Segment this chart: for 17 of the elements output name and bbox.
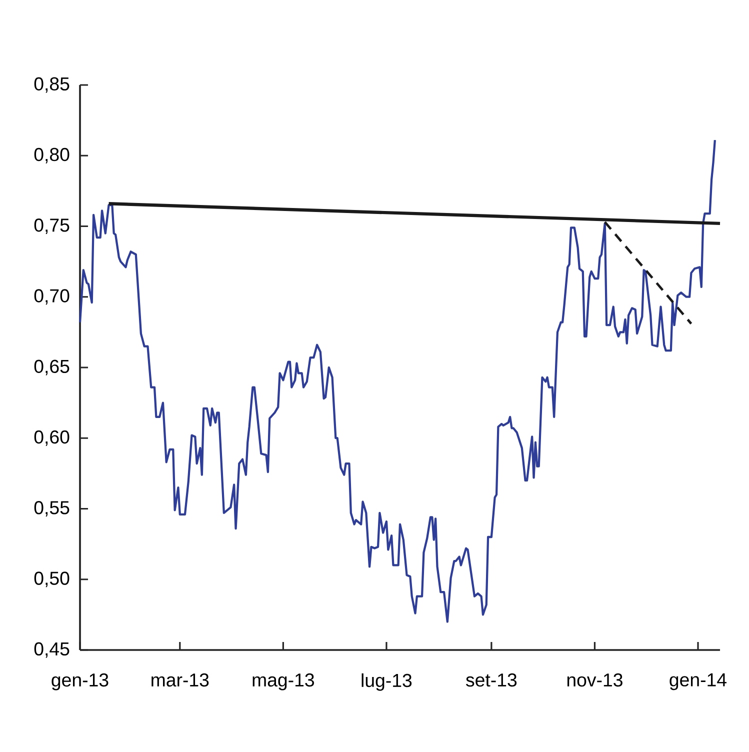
y-tick-label: 0,55	[34, 501, 70, 516]
x-tick-label: nov-13	[567, 673, 622, 687]
y-tick-label: 0,85	[34, 77, 70, 93]
y-tick-label: 0,75	[34, 218, 70, 234]
line-series	[78, 139, 716, 623]
y-tick-label: 0,65	[34, 360, 70, 376]
x-tick-label: set-13	[466, 673, 517, 687]
x-tick-label: mag-13	[252, 673, 314, 690]
y-tick-label: 0,50	[34, 572, 70, 588]
x-tick-label: gen-13	[52, 673, 108, 690]
y-tick-label: 0,60	[34, 430, 70, 446]
x-tick-label: mar-13	[152, 673, 209, 687]
y-tick-label: 0,45	[34, 642, 70, 658]
x-tick-label: gen-14	[670, 673, 726, 690]
x-tick-label: lug-13	[362, 673, 412, 691]
y-tick-label: 0,80	[34, 148, 70, 164]
y-tick-label: 0,70	[34, 289, 70, 305]
